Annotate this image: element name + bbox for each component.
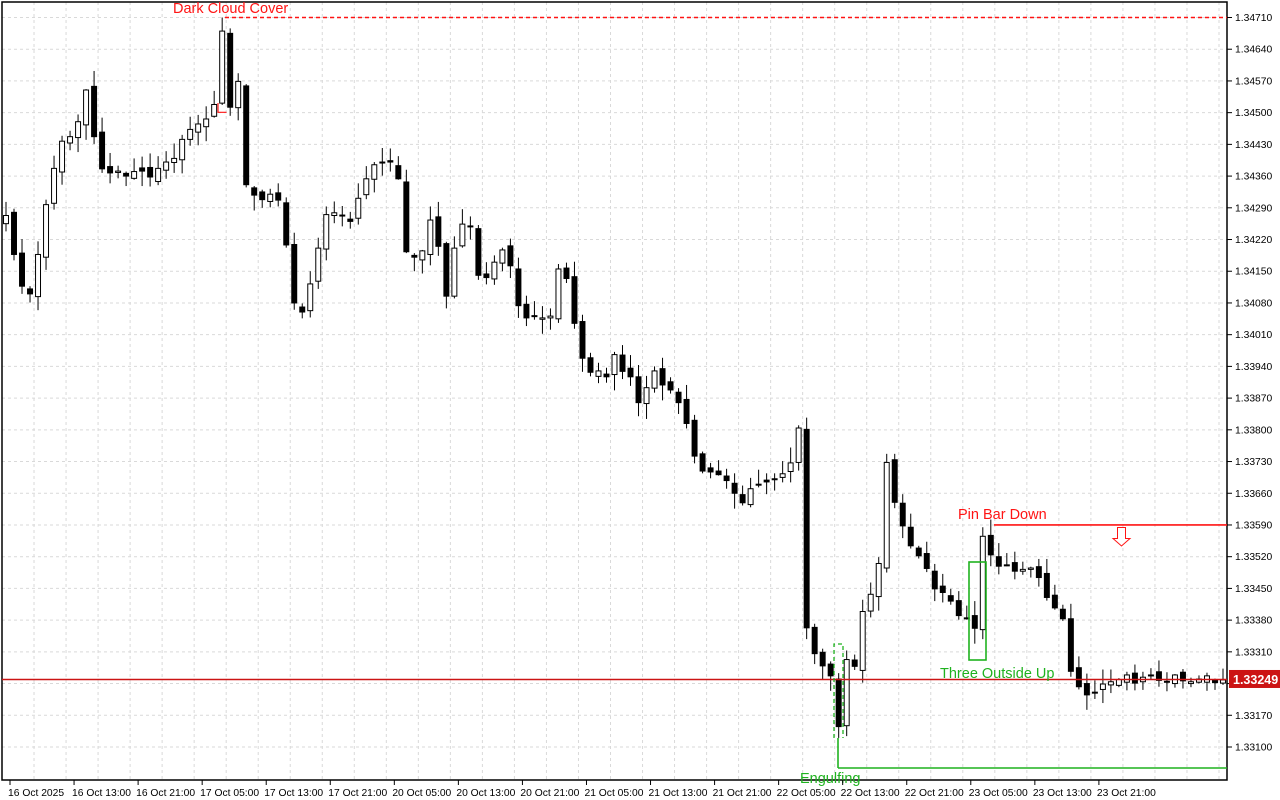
svg-text:1.33940: 1.33940 bbox=[1235, 362, 1272, 373]
svg-text:1.33870: 1.33870 bbox=[1235, 394, 1272, 405]
svg-text:23 Oct 05:00: 23 Oct 05:00 bbox=[969, 788, 1028, 799]
svg-text:1.33590: 1.33590 bbox=[1235, 520, 1272, 531]
svg-text:1.34570: 1.34570 bbox=[1235, 76, 1272, 87]
svg-text:1.34360: 1.34360 bbox=[1235, 172, 1272, 183]
svg-text:21 Oct 05:00: 21 Oct 05:00 bbox=[584, 788, 643, 799]
svg-text:1.33800: 1.33800 bbox=[1235, 425, 1272, 436]
svg-text:1.33100: 1.33100 bbox=[1235, 742, 1272, 753]
svg-text:17 Oct 05:00: 17 Oct 05:00 bbox=[200, 788, 259, 799]
svg-text:23 Oct 21:00: 23 Oct 21:00 bbox=[1097, 788, 1156, 799]
svg-text:1.33730: 1.33730 bbox=[1235, 457, 1272, 468]
svg-text:1.34150: 1.34150 bbox=[1235, 267, 1272, 278]
svg-text:1.33450: 1.33450 bbox=[1235, 584, 1272, 595]
svg-text:17 Oct 21:00: 17 Oct 21:00 bbox=[328, 788, 387, 799]
svg-text:20 Oct 13:00: 20 Oct 13:00 bbox=[456, 788, 515, 799]
svg-text:20 Oct 05:00: 20 Oct 05:00 bbox=[392, 788, 451, 799]
svg-text:1.33249: 1.33249 bbox=[1233, 673, 1278, 687]
svg-text:1.34290: 1.34290 bbox=[1235, 203, 1272, 214]
svg-text:1.33380: 1.33380 bbox=[1235, 616, 1272, 627]
svg-text:1.33660: 1.33660 bbox=[1235, 489, 1272, 500]
svg-text:Pin Bar Down: Pin Bar Down bbox=[958, 507, 1047, 523]
svg-text:1.34220: 1.34220 bbox=[1235, 235, 1272, 246]
svg-text:16 Oct 13:00: 16 Oct 13:00 bbox=[72, 788, 131, 799]
svg-text:1.33520: 1.33520 bbox=[1235, 552, 1272, 563]
svg-text:1.34080: 1.34080 bbox=[1235, 298, 1272, 309]
svg-text:21 Oct 21:00: 21 Oct 21:00 bbox=[713, 788, 772, 799]
svg-text:1.34010: 1.34010 bbox=[1235, 330, 1272, 341]
svg-text:22 Oct 13:00: 22 Oct 13:00 bbox=[841, 788, 900, 799]
svg-text:1.34500: 1.34500 bbox=[1235, 108, 1272, 119]
svg-text:1.34710: 1.34710 bbox=[1235, 13, 1272, 24]
svg-text:17 Oct 13:00: 17 Oct 13:00 bbox=[264, 788, 323, 799]
svg-text:1.33310: 1.33310 bbox=[1235, 647, 1272, 658]
svg-text:23 Oct 13:00: 23 Oct 13:00 bbox=[1033, 788, 1092, 799]
svg-text:1.34430: 1.34430 bbox=[1235, 140, 1272, 151]
svg-text:22 Oct 05:00: 22 Oct 05:00 bbox=[777, 788, 836, 799]
svg-text:Dark Cloud Cover: Dark Cloud Cover bbox=[173, 1, 288, 17]
svg-text:Three Outside Up: Three Outside Up bbox=[940, 666, 1054, 682]
svg-text:16 Oct 2025: 16 Oct 2025 bbox=[8, 788, 64, 799]
svg-text:16 Oct 21:00: 16 Oct 21:00 bbox=[136, 788, 195, 799]
svg-text:1.33170: 1.33170 bbox=[1235, 711, 1272, 722]
svg-text:20 Oct 21:00: 20 Oct 21:00 bbox=[520, 788, 579, 799]
svg-text:Engulfing: Engulfing bbox=[800, 771, 860, 787]
svg-text:22 Oct 21:00: 22 Oct 21:00 bbox=[905, 788, 964, 799]
svg-text:1.34640: 1.34640 bbox=[1235, 45, 1272, 56]
svg-text:21 Oct 13:00: 21 Oct 13:00 bbox=[649, 788, 708, 799]
